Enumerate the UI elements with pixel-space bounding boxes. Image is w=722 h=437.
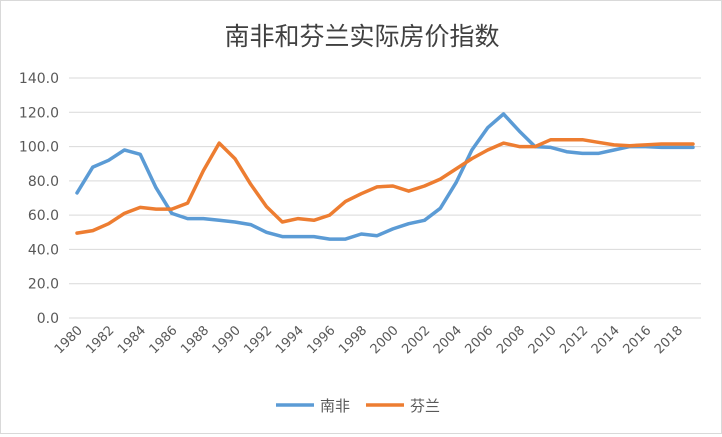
x-tick-label: 1996 (305, 323, 339, 357)
y-tick-label: 100.0 (19, 140, 59, 156)
x-tick-label: 1986 (147, 323, 181, 357)
series-line-1 (75, 112, 695, 241)
x-tick-label: 1982 (83, 323, 117, 357)
x-tick-label: 1994 (273, 323, 307, 357)
y-tick-label: 40.0 (28, 242, 59, 258)
x-tick-label: 2000 (368, 323, 402, 357)
x-tick-label: 2002 (399, 323, 433, 357)
x-tick-label: 1998 (336, 323, 370, 357)
x-tick-label: 2010 (526, 323, 560, 357)
x-tick-label: 2004 (431, 323, 465, 357)
x-tick-label: 2014 (589, 323, 623, 357)
x-tick-label: 1984 (115, 323, 149, 357)
y-tick-label: 0.0 (37, 311, 59, 327)
y-tick-label: 60.0 (28, 208, 59, 224)
series-line-2 (75, 137, 695, 235)
y-tick-label: 140.0 (19, 71, 59, 87)
legend-label: 芬兰 (410, 397, 440, 415)
y-tick-label: 80.0 (28, 174, 59, 190)
x-tick-label: 2008 (494, 323, 528, 357)
x-tick-label: 1980 (52, 323, 86, 357)
x-tick-label: 1992 (241, 323, 275, 357)
y-tick-label: 20.0 (28, 277, 59, 293)
x-tick-label: 1990 (210, 323, 244, 357)
y-tick-label: 120.0 (19, 105, 59, 121)
x-tick-label: 2018 (652, 323, 686, 357)
x-tick-label: 2016 (620, 323, 654, 357)
legend-label: 南非 (320, 397, 350, 415)
x-tick-label: 2012 (557, 323, 591, 357)
chart-title: 南非和芬兰实际房价指数 (224, 22, 499, 51)
x-tick-label: 1988 (178, 323, 212, 357)
x-tick-label: 2006 (462, 323, 496, 357)
